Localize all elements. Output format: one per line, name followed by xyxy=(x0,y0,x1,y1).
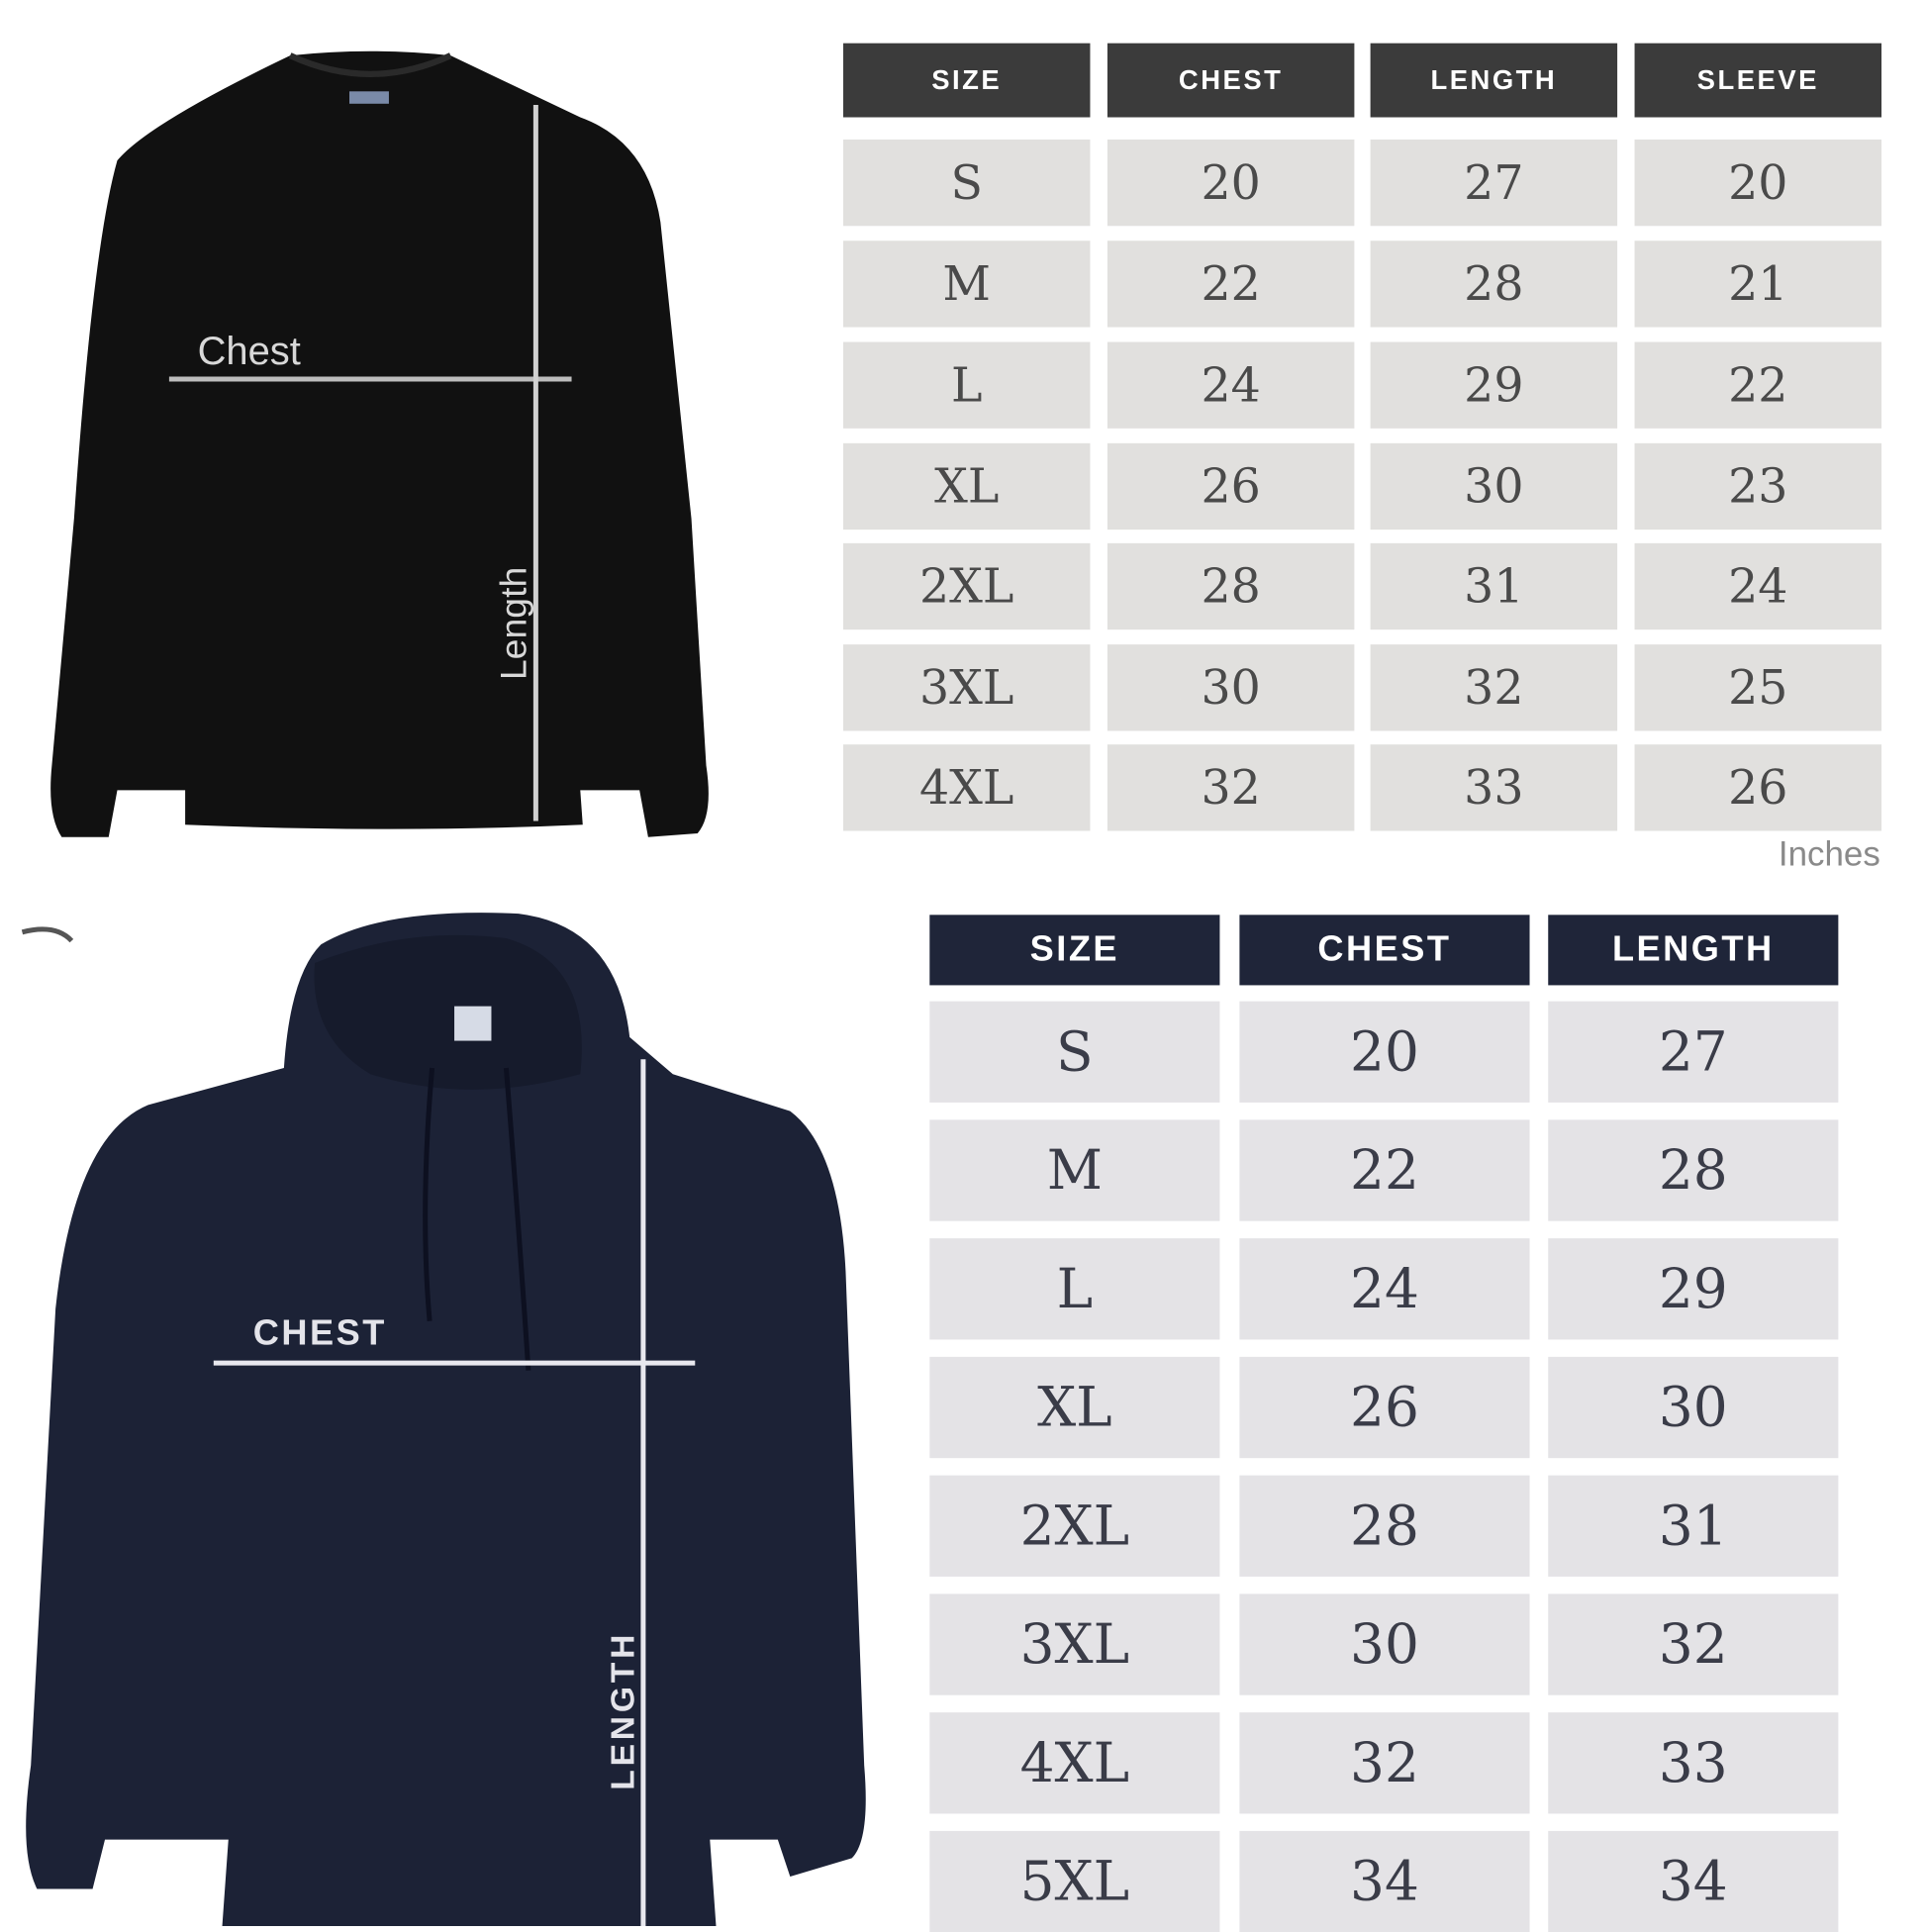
column-header-chest: CHEST xyxy=(1239,915,1530,986)
table-cell-length: 32 xyxy=(1370,644,1618,731)
chest-label: Chest xyxy=(197,328,301,373)
table-cell-chest: 30 xyxy=(1239,1594,1530,1695)
table-cell-chest: 20 xyxy=(1239,1001,1530,1103)
table-cell-chest: 22 xyxy=(1239,1119,1530,1221)
table-cell-length: 30 xyxy=(1548,1356,1839,1459)
table-cell-length: 32 xyxy=(1548,1594,1839,1695)
table-cell-chest: 32 xyxy=(1239,1712,1530,1814)
length-label: Length xyxy=(493,566,535,681)
table-cell-size: 2XL xyxy=(842,542,1091,630)
table-cell-chest: 22 xyxy=(1107,241,1355,328)
column-header-length: LENGTH xyxy=(1548,915,1839,986)
column-header-chest: CHEST xyxy=(1107,43,1355,118)
table-cell-chest: 34 xyxy=(1239,1830,1530,1932)
table-cell-chest: 28 xyxy=(1239,1475,1530,1577)
table-cell-size: M xyxy=(842,241,1091,328)
column-header-size: SIZE xyxy=(929,915,1220,986)
table-cell-size: L xyxy=(842,341,1091,429)
table-cell-chest: 32 xyxy=(1107,744,1355,831)
table-cell-size: 3XL xyxy=(929,1594,1220,1695)
table-cell-chest: 28 xyxy=(1107,542,1355,630)
table-cell-length: 31 xyxy=(1370,542,1618,630)
hoodie-length-label: LENGTH xyxy=(604,1630,642,1790)
table-cell-chest: 26 xyxy=(1107,442,1355,531)
table-cell-chest: 30 xyxy=(1107,644,1355,731)
table-cell-size: S xyxy=(842,139,1091,227)
table-cell-sleeve: 22 xyxy=(1634,341,1882,429)
table-cell-length: 33 xyxy=(1548,1712,1839,1814)
table-cell-sleeve: 26 xyxy=(1634,744,1882,831)
table-cell-length: 28 xyxy=(1370,241,1618,328)
table-cell-chest: 24 xyxy=(1239,1238,1530,1340)
table-cell-length: 28 xyxy=(1548,1119,1839,1221)
hoodie-image xyxy=(21,913,866,1926)
table-cell-sleeve: 25 xyxy=(1634,644,1882,731)
table-cell-sleeve: 23 xyxy=(1634,442,1882,531)
table-cell-size: S xyxy=(929,1001,1220,1103)
table-cell-sleeve: 20 xyxy=(1634,139,1882,227)
table-cell-sleeve: 24 xyxy=(1634,542,1882,630)
hoodie-chest-label: CHEST xyxy=(252,1313,387,1354)
column-header-size: SIZE xyxy=(842,43,1091,118)
table-cell-size: 3XL xyxy=(842,644,1091,731)
table-cell-sleeve: 21 xyxy=(1634,241,1882,328)
table-cell-length: 31 xyxy=(1548,1475,1839,1577)
column-header-sleeve: SLEEVE xyxy=(1634,43,1882,118)
table-cell-size: 4XL xyxy=(929,1712,1220,1814)
table-cell-size: L xyxy=(929,1238,1220,1340)
column-header-length: LENGTH xyxy=(1370,43,1618,118)
table-cell-size: 5XL xyxy=(929,1830,1220,1932)
table-cell-length: 30 xyxy=(1370,442,1618,531)
table-cell-length: 29 xyxy=(1548,1238,1839,1340)
table-cell-length: 34 xyxy=(1548,1830,1839,1932)
table-cell-length: 27 xyxy=(1370,139,1618,227)
table-cell-length: 33 xyxy=(1370,744,1618,831)
table-cell-length: 29 xyxy=(1370,341,1618,429)
table-cell-chest: 20 xyxy=(1107,139,1355,227)
table-cell-size: M xyxy=(929,1119,1220,1221)
table-cell-chest: 24 xyxy=(1107,341,1355,429)
table-cell-size: XL xyxy=(929,1356,1220,1459)
table-cell-size: 2XL xyxy=(929,1475,1220,1577)
unit-label: Inches xyxy=(1778,834,1880,873)
table-cell-length: 27 xyxy=(1548,1001,1839,1103)
table-cell-size: 4XL xyxy=(842,744,1091,831)
table-cell-size: XL xyxy=(842,442,1091,531)
table-cell-chest: 26 xyxy=(1239,1356,1530,1459)
sweatshirt-image xyxy=(50,50,709,837)
